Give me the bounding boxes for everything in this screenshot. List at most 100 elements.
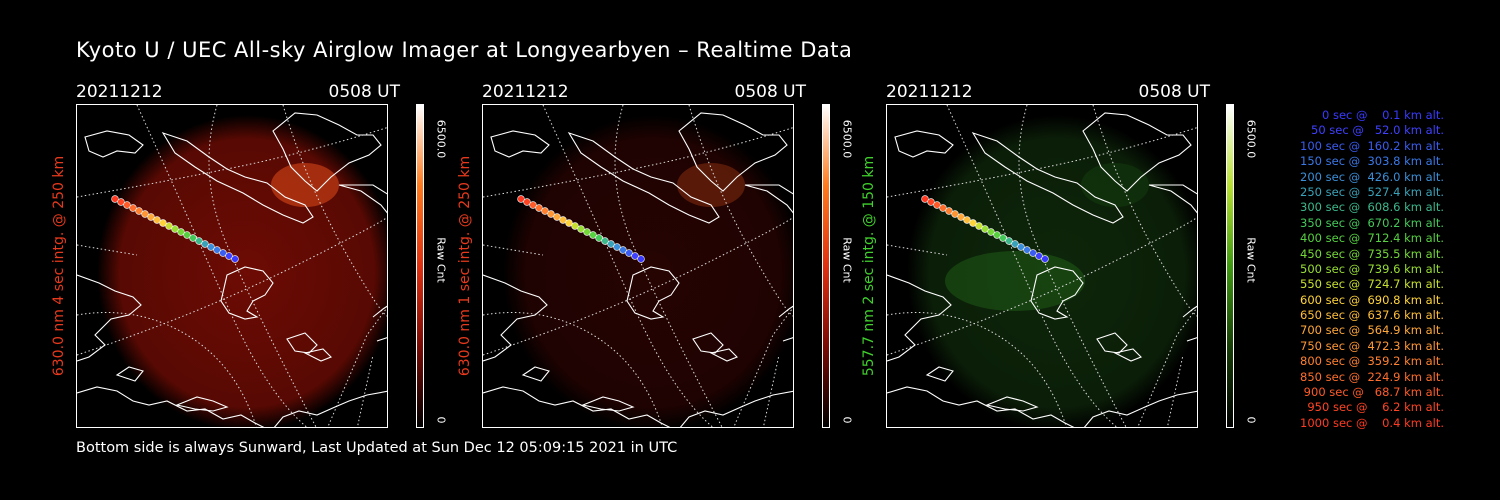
panel-date: 20211212 — [76, 82, 163, 102]
coastline — [483, 386, 671, 427]
lat-lon-grid-line — [762, 354, 780, 427]
coastline — [1148, 184, 1197, 214]
trajectory-point — [969, 219, 977, 227]
trajectory-point — [637, 255, 645, 263]
coastline — [115, 366, 144, 382]
page-title: Kyoto U / UEC All-sky Airglow Imager at … — [76, 38, 853, 62]
trajectory-point — [171, 225, 179, 233]
trajectory-point — [957, 213, 965, 221]
lat-lon-grid-line — [356, 354, 374, 427]
lat-lon-grid-line — [483, 312, 663, 427]
coastline — [77, 274, 142, 362]
colorbar — [416, 104, 424, 428]
coastline — [286, 332, 318, 354]
allsky-map[interactable] — [886, 104, 1198, 428]
image-panel-557-2s: 20211212 0508 UT 557.7 nm 2 sec intg. @ … — [861, 82, 1288, 428]
trajectory-point — [541, 207, 549, 215]
trajectory-point — [999, 234, 1007, 242]
trajectory-point — [153, 216, 161, 224]
lat-lon-grid-line — [77, 312, 257, 427]
allsky-map[interactable] — [76, 104, 388, 428]
colorbar-unit-label: Raw Cnt — [434, 237, 448, 283]
legend-entry: 200 sec @ 426.0 km alt. — [1296, 169, 1444, 184]
lat-lon-grid-line — [887, 312, 1067, 427]
coastline — [84, 130, 144, 158]
trajectory-point — [111, 195, 119, 203]
coastline — [626, 266, 680, 320]
trajectory-point — [595, 234, 603, 242]
wavelength-label-text: 630.0 nm 1 sec intg. @ 250 km — [457, 155, 473, 377]
coastline — [521, 366, 550, 382]
trajectory-point — [1029, 249, 1037, 257]
wavelength-label-text: 630.0 nm 4 sec intg. @ 250 km — [51, 155, 67, 377]
trajectory-time-altitude-legend: 0 sec @ 0.1 km alt. 50 sec @ 52.0 km alt… — [1262, 108, 1444, 431]
legend-entry: 0 sec @ 0.1 km alt. — [1311, 108, 1444, 122]
panel-time: 0508 UT — [328, 82, 401, 102]
trajectory-point — [201, 240, 209, 248]
legend-entry: 250 sec @ 527.4 km alt. — [1296, 184, 1444, 199]
footer-note: Bottom side is always Sunward, Last Upda… — [76, 440, 678, 456]
image-panel-630-4s: 20211212 0508 UT 630.0 nm 4 sec intg. @ … — [51, 82, 478, 428]
legend-entry: 400 sec @ 712.4 km alt. — [1296, 231, 1444, 246]
coastline — [887, 386, 1075, 427]
coastline — [678, 112, 788, 192]
coastline — [744, 184, 793, 214]
colorbar-min-label: 0 — [840, 416, 854, 424]
trajectory-point — [135, 207, 143, 215]
panel-wavelength-label: 630.0 nm 4 sec intg. @ 250 km — [48, 104, 70, 428]
panel-date: 20211212 — [482, 82, 569, 102]
trajectory-point — [577, 225, 585, 233]
coastline — [971, 132, 1124, 224]
trajectory-point — [1011, 240, 1019, 248]
legend-entry: 800 sec @ 359.2 km alt. — [1296, 354, 1444, 369]
legend-entry: 850 sec @ 224.9 km alt. — [1296, 369, 1444, 384]
trajectory-point — [219, 249, 227, 257]
legend-entry: 500 sec @ 739.6 km alt. — [1296, 261, 1444, 276]
colorbar-unit-label: Raw Cnt — [1244, 237, 1258, 283]
coastline — [567, 132, 720, 224]
legend-entry: 950 sec @ 6.2 km alt. — [1303, 400, 1444, 415]
trajectory-point — [975, 222, 983, 230]
aurora-patch — [945, 251, 1085, 311]
coastline — [338, 184, 387, 214]
image-panel-630-1s: 20211212 0508 UT 630.0 nm 1 sec intg. @ … — [457, 82, 884, 428]
coastline — [220, 266, 274, 320]
legend-entry: 700 sec @ 564.9 km alt. — [1296, 323, 1444, 338]
colorbar — [1226, 104, 1234, 428]
coastline — [679, 390, 793, 427]
trajectory-point — [529, 201, 537, 209]
coastline — [1182, 305, 1197, 342]
coastline — [1096, 332, 1128, 354]
lat-lon-grid-line — [77, 216, 387, 356]
trajectory-point — [195, 237, 203, 245]
colorbar-min-label: 0 — [1244, 416, 1258, 424]
trajectory-point — [607, 240, 615, 248]
legend-entry: 100 sec @ 160.2 km alt. — [1296, 138, 1444, 153]
legend-entry: 1000 sec @ 0.4 km alt. — [1300, 415, 1444, 430]
trajectory-point — [625, 249, 633, 257]
airglow-intensity-disk — [503, 115, 793, 427]
aurora-patch — [1081, 163, 1149, 207]
lat-lon-grid-line — [483, 216, 793, 356]
trajectory-point — [939, 204, 947, 212]
lat-lon-grid-line — [946, 105, 1118, 427]
coastline — [894, 130, 954, 158]
allsky-map[interactable] — [482, 104, 794, 428]
coastline — [985, 396, 1039, 412]
coastline — [303, 348, 332, 362]
legend-entry: 900 sec @ 68.7 km alt. — [1300, 385, 1444, 400]
coastline — [1113, 348, 1142, 362]
trajectory-point — [183, 231, 191, 239]
trajectory-point — [129, 204, 137, 212]
trajectory-point — [159, 219, 167, 227]
trajectory-point — [517, 195, 525, 203]
trajectory-point — [993, 231, 1001, 239]
trajectory-point — [231, 255, 239, 263]
panel-wavelength-label: 630.0 nm 1 sec intg. @ 250 km — [454, 104, 476, 428]
coastline — [581, 396, 635, 412]
colorbar-unit-label: Raw Cnt — [840, 237, 854, 283]
legend-entry: 550 sec @ 724.7 km alt. — [1296, 277, 1444, 292]
trajectory-point — [1017, 243, 1025, 251]
airglow-intensity-disk — [907, 115, 1197, 427]
colorbar-max-label: 6500.0 — [434, 119, 448, 159]
